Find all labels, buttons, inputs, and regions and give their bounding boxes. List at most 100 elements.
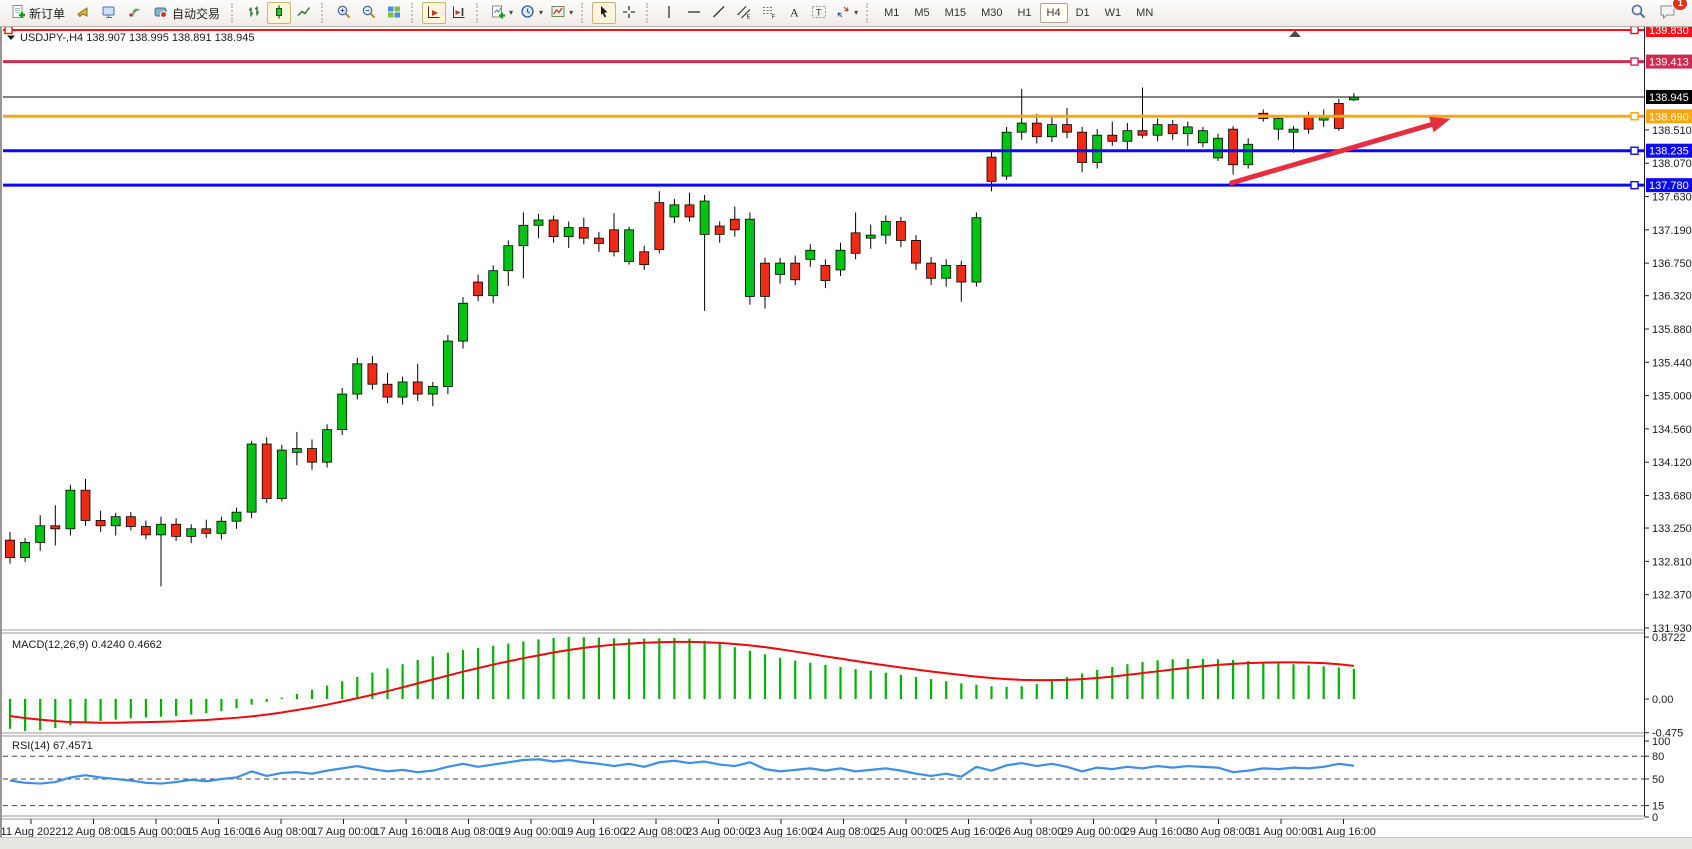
trendline-tool-button[interactable] [707,2,731,24]
fibonacci-tool-button[interactable]: F [757,2,781,24]
price-axis-label: 131.930 [1652,623,1692,635]
time-axis-label: 19 Aug 16:00 [561,826,626,838]
hline-138.235[interactable] [3,143,1692,158]
periods-button[interactable]: ▾ [517,2,546,24]
hline-138.945 [3,89,1692,104]
rsi-axis-label: 100 [1652,736,1670,748]
timeframe-H1[interactable]: H1 [1010,3,1038,23]
price-axis-label: 135.880 [1652,324,1692,336]
panel-splitter[interactable] [0,815,1644,820]
timeframe-M1[interactable]: M1 [877,3,906,23]
time-axis-label: 15 Aug 00:00 [124,826,189,838]
candles-layer [5,87,1359,587]
candlestick-chart-button[interactable] [267,2,292,24]
line-handle[interactable] [1630,146,1639,155]
line-handle[interactable] [1630,180,1639,190]
price-axis-label: 133.250 [1652,523,1692,535]
line-handle[interactable] [1630,112,1639,121]
timeframe-D1[interactable]: D1 [1069,3,1097,23]
panel-splitter[interactable] [0,629,1644,634]
panel-splitter[interactable] [0,732,1644,737]
auto-scroll-button[interactable] [422,2,447,24]
trendline-icon [711,4,727,23]
price-chart[interactable]: 139.830 139.413 138.945 138.690 138.235 137.7… [0,26,1692,838]
search-button[interactable] [1626,2,1650,24]
timeframe-H4[interactable]: H4 [1039,3,1068,23]
chart-shift-button[interactable] [447,2,471,24]
autotrade-label: 自动交易 [172,6,221,21]
signals-button[interactable] [122,2,146,24]
price-badge-label: 138.945 [1649,92,1689,104]
time-axis-label: 18 Aug 08:00 [436,826,501,838]
expert-advisor-button[interactable] [97,2,121,24]
svg-text:T: T [816,7,822,17]
time-axis-label: 12 Aug 08:00 [61,826,126,838]
price-badge-label: 137.780 [1649,180,1689,192]
arrows-icon [835,4,851,23]
price-axis-label: 134.120 [1652,457,1692,469]
dropdown-caret-icon: ▾ [569,8,574,17]
hline-137.780[interactable] [3,178,1692,193]
templates-button[interactable]: ▾ [547,2,576,24]
toolbar-separator [866,3,872,23]
price-badge [1646,143,1692,158]
zoom-out-icon [361,4,377,23]
timeframe-MN[interactable]: MN [1129,3,1160,23]
bar-chart-button[interactable] [242,2,266,24]
symbol-dropdown-icon[interactable] [7,35,15,41]
time-axis [30,819,1344,824]
hline-139.413[interactable] [3,54,1692,69]
timeframe-W1[interactable]: W1 [1098,3,1129,23]
price-axis-labels [1644,129,1649,629]
price-axis-label: 135.000 [1652,391,1692,403]
chart-title: USDJPY-,H4 138.907 138.995 138.891 138.9… [20,32,254,44]
autotrade-button[interactable]: 自动交易 [147,2,226,24]
time-axis-label: 22 Aug 08:00 [624,826,689,838]
metaeditor-button[interactable] [72,2,96,24]
chart-shift-marker[interactable] [1289,30,1301,38]
time-axis-label: 25 Aug 16:00 [936,826,1001,838]
crosshair-tool-button[interactable] [617,2,641,24]
text-tool-button[interactable]: A [782,2,806,24]
hline-138.690[interactable] [3,109,1692,124]
toolbar-separator [646,3,652,23]
candlestick-icon [271,4,287,23]
bar-chart-icon [246,4,262,23]
arrows-tool-button[interactable]: ▾ [832,2,861,24]
cursor-tool-button[interactable] [592,2,617,24]
macd-signal-line [9,640,1355,724]
timeframe-M30[interactable]: M30 [974,3,1009,23]
channel-icon: E [736,4,752,23]
zoom-in-button[interactable] [332,2,356,24]
rsi-axis-label: 0 [1652,812,1658,824]
price-axis-label: 135.440 [1652,357,1692,369]
line-handle[interactable] [1630,26,1639,35]
price-axis-label: 136.750 [1652,258,1692,270]
time-axis-label: 19 Aug 00:00 [499,826,564,838]
price-badge [1646,109,1692,124]
timeframe-M5[interactable]: M5 [907,3,936,23]
new-order-button[interactable]: 新订单 [4,2,71,24]
horn-icon [76,4,92,23]
horizontal-line-tool-button[interactable] [682,2,706,24]
label-tool-button[interactable]: T [807,2,831,24]
time-axis-label: 26 Aug 08:00 [999,826,1064,838]
line-handle[interactable] [1630,57,1639,66]
line-chart-button[interactable] [292,2,316,24]
monitor-icon [101,4,117,23]
price-badge-label: 139.830 [1649,26,1689,37]
add-indicator-button[interactable]: ▾ [487,2,516,24]
tile-windows-button[interactable] [382,2,406,24]
timeframe-M15[interactable]: M15 [938,3,973,23]
price-axis-label: 133.680 [1652,490,1692,502]
time-axis-label: 29 Aug 16:00 [1124,826,1189,838]
zoom-out-button[interactable] [357,2,381,24]
vertical-line-tool-button[interactable] [657,2,681,24]
time-axis-label: 17 Aug 16:00 [374,826,439,838]
line-chart-icon [296,4,312,23]
price-badge-label: 138.690 [1649,111,1689,123]
line-handle[interactable] [4,26,13,35]
price-badge [1646,26,1692,37]
channel-tool-button[interactable]: E [732,2,756,24]
trend-arrow[interactable] [1229,116,1451,186]
